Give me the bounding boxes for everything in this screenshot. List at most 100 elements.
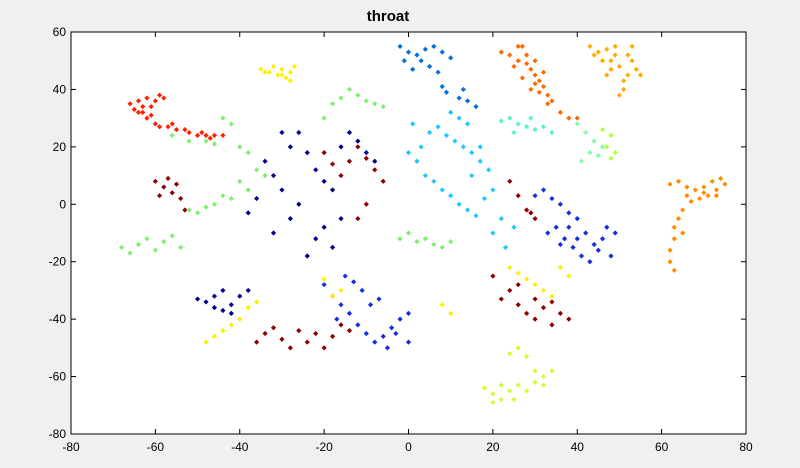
data-point (165, 124, 171, 130)
y-tick-label: 0 (59, 197, 66, 211)
data-point (540, 69, 547, 75)
data-point (709, 178, 715, 184)
data-point (604, 72, 610, 78)
data-point (515, 270, 521, 276)
data-point (540, 287, 547, 294)
data-point (389, 325, 395, 331)
data-point (367, 302, 374, 308)
data-point (270, 63, 277, 70)
data-point (422, 46, 428, 52)
data-point (211, 201, 218, 207)
data-point (595, 247, 601, 253)
data-point (595, 49, 601, 55)
data-point (532, 127, 538, 133)
data-point (182, 207, 188, 213)
data-point (245, 187, 251, 193)
data-point (574, 121, 580, 127)
data-point (397, 43, 403, 49)
data-point (498, 396, 504, 403)
data-point (667, 181, 673, 187)
data-point (604, 144, 610, 150)
data-point (148, 104, 154, 110)
data-point (566, 210, 572, 216)
data-point (456, 115, 462, 121)
data-point (498, 296, 504, 302)
data-point (397, 236, 403, 242)
data-point (671, 224, 677, 230)
data-point (321, 276, 327, 282)
data-point (203, 132, 209, 138)
data-point (549, 368, 555, 374)
data-point (591, 52, 597, 58)
data-point (435, 124, 441, 130)
data-point (329, 187, 336, 193)
data-point (507, 388, 513, 394)
data-point (507, 351, 513, 357)
data-point (304, 253, 310, 259)
data-point (178, 195, 184, 202)
data-point (401, 58, 407, 64)
data-point (443, 132, 450, 138)
data-point (203, 138, 209, 144)
data-point (144, 236, 150, 242)
data-point (372, 339, 378, 345)
data-point (338, 144, 344, 150)
data-point (511, 224, 517, 230)
data-point (199, 129, 205, 136)
data-point (671, 236, 677, 242)
data-point (524, 52, 530, 58)
data-point (502, 244, 509, 250)
data-point (439, 302, 445, 308)
data-point (524, 353, 530, 360)
data-point (528, 66, 534, 72)
data-point (532, 296, 538, 302)
data-point (418, 144, 424, 150)
data-point (587, 43, 593, 49)
data-point (536, 78, 542, 84)
data-point (237, 144, 243, 150)
data-point (254, 339, 260, 345)
x-tick-label: 40 (571, 440, 585, 454)
data-point (511, 63, 517, 70)
data-point (287, 216, 293, 222)
data-point (599, 58, 606, 64)
data-point (211, 305, 218, 311)
data-point (507, 115, 513, 121)
data-point (524, 388, 530, 394)
data-point (557, 109, 563, 115)
data-point (351, 279, 357, 285)
data-point (321, 178, 327, 184)
data-point (270, 325, 277, 331)
data-point (566, 316, 572, 322)
data-point (701, 190, 707, 196)
data-point (135, 98, 142, 104)
data-point (675, 178, 682, 184)
data-point (287, 78, 293, 84)
data-point (173, 181, 180, 187)
data-point (524, 276, 530, 282)
data-point (532, 58, 538, 64)
data-point (220, 132, 226, 138)
data-point (279, 66, 285, 72)
data-point (486, 167, 492, 173)
data-point (439, 83, 445, 90)
data-point (426, 63, 433, 70)
data-point (258, 66, 264, 72)
data-point (549, 98, 555, 104)
data-point (528, 210, 534, 216)
data-point (346, 310, 353, 316)
data-point (338, 322, 344, 328)
data-point (456, 201, 462, 207)
data-point (372, 101, 378, 107)
data-point (313, 236, 319, 242)
data-point (393, 330, 399, 337)
data-point (713, 193, 720, 199)
data-point (519, 75, 526, 81)
data-point (578, 158, 585, 164)
data-point (228, 322, 234, 328)
data-point (532, 81, 538, 87)
data-point (688, 198, 694, 205)
data-point (384, 345, 391, 351)
data-point (532, 282, 538, 288)
x-tick-label: -40 (231, 440, 249, 454)
